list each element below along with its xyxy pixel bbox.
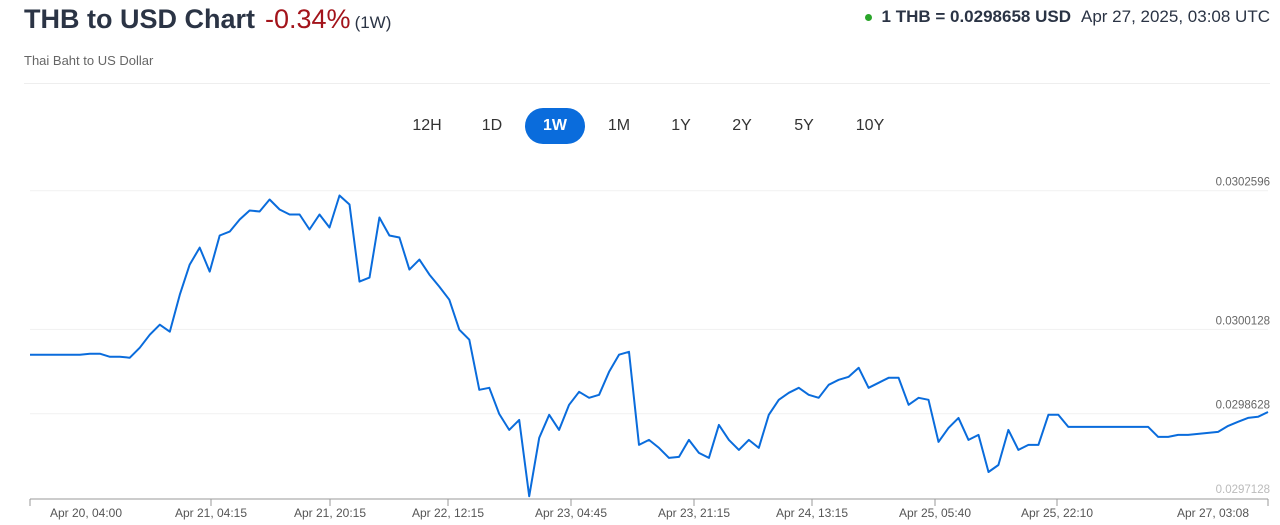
x-tick-label: Apr 20, 04:00	[50, 506, 122, 520]
change-percent: -0.34%	[265, 4, 351, 34]
y-tick-label: 0.0300128	[1216, 315, 1270, 327]
x-tick-label: Apr 23, 04:45	[535, 506, 607, 520]
range-2y-button[interactable]: 2Y	[732, 117, 752, 134]
subtitle: Thai Baht to US Dollar	[24, 53, 154, 68]
divider	[24, 83, 1270, 84]
range-12h-button[interactable]: 12H	[412, 117, 442, 134]
x-tick-label: Apr 21, 20:15	[294, 506, 366, 520]
rate-value: 1 THB = 0.0298658 USD	[881, 7, 1071, 26]
range-1m-button[interactable]: 1M	[607, 117, 631, 134]
series-line	[30, 194, 1269, 498]
y-tick-label: 0.0302596	[1216, 177, 1270, 189]
x-tick-label: Apr 22, 12:15	[412, 506, 484, 520]
y-tick-label: 0.0297128	[1216, 484, 1270, 496]
page-title: THB to USD Chart -0.34% (1W)	[24, 4, 391, 35]
x-tick-label: Apr 25, 05:40	[899, 506, 971, 520]
x-tick-label: Apr 24, 13:15	[776, 506, 848, 520]
range-5y-button[interactable]: 5Y	[794, 117, 814, 134]
green-dot-icon	[864, 13, 872, 21]
range-1y-button[interactable]: 1Y	[671, 117, 691, 134]
x-tick-label: Apr 23, 21:15	[658, 506, 730, 520]
range-1d-button[interactable]: 1D	[481, 117, 503, 134]
chart-title: THB to USD Chart	[24, 4, 255, 34]
range-1w-button[interactable]: 1W	[525, 108, 585, 144]
x-tick-label: Apr 21, 04:15	[175, 506, 247, 520]
x-tick-label: Apr 27, 03:08	[1177, 506, 1249, 520]
x-tick-label: Apr 25, 22:10	[1021, 506, 1093, 520]
rate-timestamp: Apr 27, 2025, 03:08 UTC	[1080, 7, 1270, 26]
current-rate: 1 THB = 0.0298658 USD Apr 27, 2025, 03:0…	[864, 7, 1270, 27]
y-tick-label: 0.0298628	[1216, 400, 1270, 412]
change-period: (1W)	[354, 13, 392, 32]
range-10y-button[interactable]: 10Y	[855, 117, 885, 134]
time-range-selector: 12H 1D 1W 1M 1Y 2Y 5Y 10Y	[0, 108, 1280, 144]
